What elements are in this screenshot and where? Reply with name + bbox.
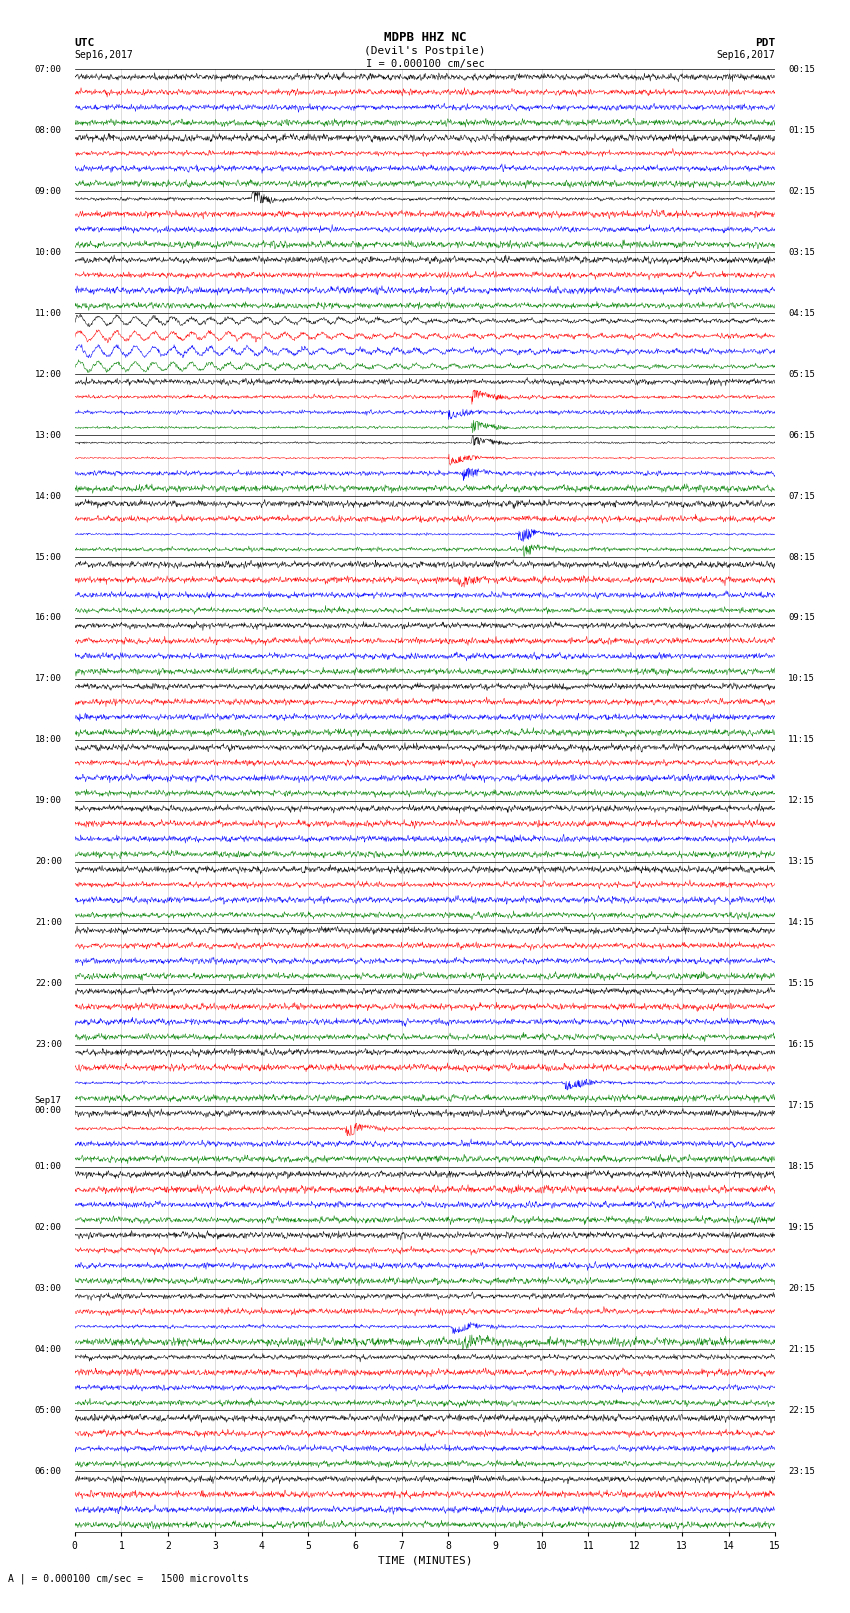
Text: 04:00: 04:00 — [35, 1345, 62, 1353]
Text: 10:00: 10:00 — [35, 248, 62, 256]
Text: 16:15: 16:15 — [788, 1040, 815, 1048]
Text: 15:00: 15:00 — [35, 553, 62, 561]
Text: A | = 0.000100 cm/sec =   1500 microvolts: A | = 0.000100 cm/sec = 1500 microvolts — [8, 1573, 249, 1584]
Text: 08:00: 08:00 — [35, 126, 62, 135]
Text: 04:15: 04:15 — [788, 308, 815, 318]
Text: 00:15: 00:15 — [788, 65, 815, 74]
Text: 06:00: 06:00 — [35, 1466, 62, 1476]
Text: PDT: PDT — [755, 37, 775, 47]
Text: 11:15: 11:15 — [788, 736, 815, 744]
Text: 10:15: 10:15 — [788, 674, 815, 684]
Text: (Devil's Postpile): (Devil's Postpile) — [365, 47, 485, 56]
Text: 20:15: 20:15 — [788, 1284, 815, 1294]
Text: 09:00: 09:00 — [35, 187, 62, 195]
Text: 05:15: 05:15 — [788, 369, 815, 379]
Text: 02:00: 02:00 — [35, 1223, 62, 1232]
Text: I = 0.000100 cm/sec: I = 0.000100 cm/sec — [366, 60, 484, 69]
Text: 22:15: 22:15 — [788, 1407, 815, 1415]
Text: 11:00: 11:00 — [35, 308, 62, 318]
Text: 05:00: 05:00 — [35, 1407, 62, 1415]
Text: 13:15: 13:15 — [788, 858, 815, 866]
Text: 14:15: 14:15 — [788, 918, 815, 927]
Text: 22:00: 22:00 — [35, 979, 62, 989]
Text: 21:15: 21:15 — [788, 1345, 815, 1353]
Text: Sep17
00:00: Sep17 00:00 — [35, 1097, 62, 1115]
Text: 19:15: 19:15 — [788, 1223, 815, 1232]
Text: 18:15: 18:15 — [788, 1161, 815, 1171]
Text: 06:15: 06:15 — [788, 431, 815, 440]
Text: 17:15: 17:15 — [788, 1102, 815, 1110]
Text: Sep16,2017: Sep16,2017 — [75, 50, 133, 60]
Text: 23:15: 23:15 — [788, 1466, 815, 1476]
Text: 02:15: 02:15 — [788, 187, 815, 195]
Text: 15:15: 15:15 — [788, 979, 815, 989]
Text: 12:15: 12:15 — [788, 797, 815, 805]
Text: 21:00: 21:00 — [35, 918, 62, 927]
Text: 03:00: 03:00 — [35, 1284, 62, 1294]
Text: 20:00: 20:00 — [35, 858, 62, 866]
Text: 17:00: 17:00 — [35, 674, 62, 684]
Text: 08:15: 08:15 — [788, 553, 815, 561]
Text: 01:00: 01:00 — [35, 1161, 62, 1171]
Text: 07:00: 07:00 — [35, 65, 62, 74]
Text: 19:00: 19:00 — [35, 797, 62, 805]
Text: 13:00: 13:00 — [35, 431, 62, 440]
Text: MDPB HHZ NC: MDPB HHZ NC — [383, 31, 467, 44]
Text: 07:15: 07:15 — [788, 492, 815, 500]
Text: UTC: UTC — [75, 37, 95, 47]
Text: 23:00: 23:00 — [35, 1040, 62, 1048]
Text: 09:15: 09:15 — [788, 613, 815, 623]
Text: 12:00: 12:00 — [35, 369, 62, 379]
Text: 03:15: 03:15 — [788, 248, 815, 256]
Text: 14:00: 14:00 — [35, 492, 62, 500]
Text: 01:15: 01:15 — [788, 126, 815, 135]
Text: 16:00: 16:00 — [35, 613, 62, 623]
Text: Sep16,2017: Sep16,2017 — [717, 50, 775, 60]
Text: 18:00: 18:00 — [35, 736, 62, 744]
X-axis label: TIME (MINUTES): TIME (MINUTES) — [377, 1555, 473, 1566]
